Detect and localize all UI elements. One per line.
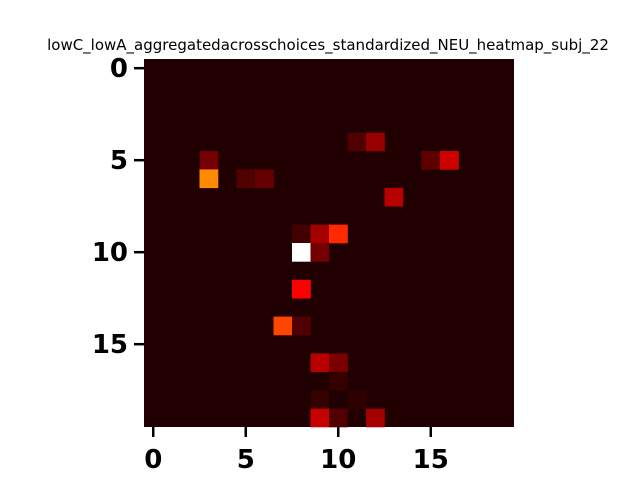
heatmap-cell [329,408,348,428]
heatmap-grid [144,59,514,428]
heatmap-cell [255,169,274,189]
heatmap-cell [199,169,219,189]
heatmap-cell [310,390,330,409]
heatmap-cell [440,151,459,170]
heatmap-cell [384,187,404,207]
axes: 0 5 10 15 0 5 10 15 [92,54,449,475]
x-tick-label: 15 [413,445,449,475]
y-tick-label: 5 [110,146,128,176]
heatmap-cell [329,371,348,391]
heatmap-cell [366,132,385,152]
x-tick-label: 0 [144,445,162,475]
heatmap-cell [292,279,311,299]
heatmap-cell [273,316,293,336]
heatmap-cell [421,151,441,170]
y-tick-label: 0 [110,54,128,84]
y-tick-label: 15 [92,330,128,360]
heatmap-cell [329,353,348,373]
heatmap-cell [292,243,311,262]
heatmap-cell [310,353,330,373]
heatmap-cell [292,224,311,244]
heatmap-cell [329,224,348,244]
heatmap-cell [199,151,219,170]
y-tick-label: 10 [92,238,128,268]
heatmap-cell [310,408,330,428]
x-tick-label: 5 [237,445,255,475]
heatmap-cell [292,316,311,336]
heatmap-cell [236,169,256,189]
chart-title: lowC_lowA_aggregatedacrosschoices_standa… [47,36,609,55]
heatmap-cell [310,224,330,244]
x-tick-label: 10 [320,445,356,475]
heatmap-cell [310,243,330,262]
heatmap-cell [347,132,367,152]
heatmap-cell [366,408,385,428]
heatmap-cell [347,390,367,409]
